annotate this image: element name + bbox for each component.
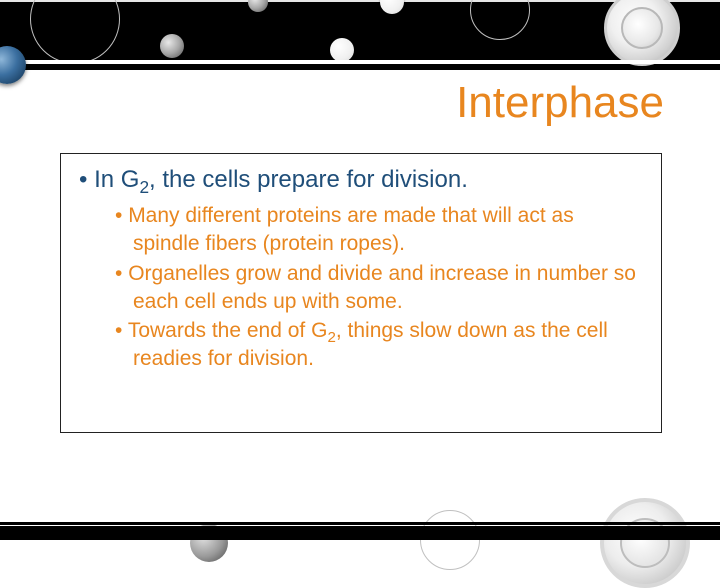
- bullet-dot-icon: •: [79, 166, 94, 193]
- ring-deco-icon: [600, 498, 690, 588]
- grey-bubble-icon: [248, 0, 268, 12]
- sub-bullet: • Organelles grow and divide and increas…: [115, 260, 643, 315]
- thin-ring-icon: [470, 0, 530, 40]
- bullet-dot-icon: •: [115, 262, 128, 285]
- thin-ring-icon: [30, 0, 120, 64]
- title-text: Interphase: [456, 78, 664, 127]
- main-suffix: , the cells prepare for division.: [149, 166, 468, 193]
- main-prefix: In G: [94, 166, 139, 193]
- white-bubble-icon: [380, 0, 404, 14]
- bullet-dot-icon: •: [115, 319, 128, 342]
- sub-bullet-list: • Many different proteins are made that …: [79, 202, 643, 372]
- main-sub: 2: [139, 177, 149, 197]
- slide-title: Interphase: [456, 78, 664, 128]
- top-decorative-band: [0, 0, 720, 70]
- bottom-decorative-band: [0, 526, 720, 540]
- sub-bullet: • Towards the end of G2, things slow dow…: [115, 317, 643, 372]
- thin-ring-icon: [420, 510, 480, 570]
- sub-bullet: • Many different proteins are made that …: [115, 202, 643, 257]
- sub-prefix: Towards the end of G: [128, 319, 328, 342]
- sub-text: Organelles grow and divide and increase …: [128, 262, 636, 313]
- white-bubble-icon: [330, 38, 354, 62]
- bullet-dot-icon: •: [115, 204, 128, 227]
- main-bullet: • In G2, the cells prepare for division.: [79, 164, 643, 196]
- sub-sub: 2: [327, 329, 335, 346]
- ring-deco-icon: [604, 0, 680, 66]
- content-box: • In G2, the cells prepare for division.…: [60, 153, 662, 433]
- grey-bubble-icon: [160, 34, 184, 58]
- sub-text: Many different proteins are made that wi…: [128, 204, 574, 255]
